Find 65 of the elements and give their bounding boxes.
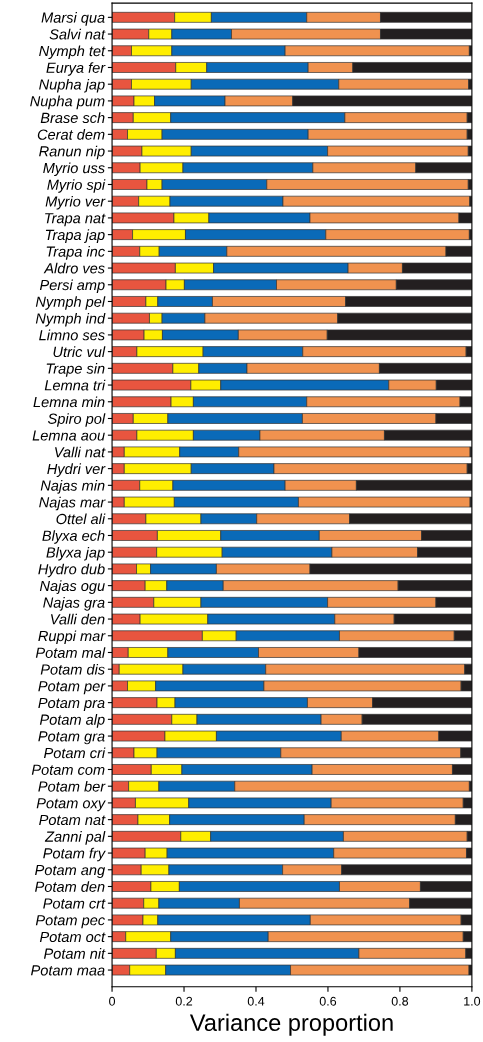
x-tick-label: 0: [109, 996, 116, 1006]
y-tick-label: Najas min: [40, 480, 105, 494]
y-tick-label: Potam pra: [38, 697, 105, 711]
y-tick-label: Brase sch: [40, 112, 105, 124]
y-tick-label: Potam den: [35, 881, 105, 892]
y-tick-label: Potam cri: [43, 747, 106, 759]
y-tick-label: Trapa jap: [45, 229, 105, 243]
y-tick-label: Hydro dub: [38, 563, 105, 578]
y-tick-label: Nupha jap: [39, 78, 105, 93]
y-tick-label: Lemna aou: [32, 430, 105, 441]
y-tick-label: Potam gra: [38, 731, 105, 745]
x-tick-label: 1.0: [464, 996, 481, 1006]
y-tick-label: Potam alp: [39, 714, 105, 728]
y-tick-label: Trape sin: [46, 363, 105, 377]
y-tick-label: Potam com: [31, 764, 105, 775]
x-tick-label: 0.4: [247, 996, 265, 1006]
y-tick-label: Myrio spi: [47, 179, 106, 193]
y-tick-label: Lemna min: [33, 396, 105, 408]
y-tick-label: Potam mal: [35, 647, 106, 658]
y-tick-label: Potam nat: [39, 814, 106, 826]
y-tick-label: Ranun nip: [39, 145, 105, 160]
y-tick-label: Eurya fer: [46, 62, 106, 76]
y-tick-label: Potam dis: [40, 663, 105, 675]
y-tick-label: Najas ogu: [39, 580, 105, 594]
y-tick-label: Marsi qua: [41, 12, 105, 26]
y-tick-label: Myrio ver: [45, 195, 106, 210]
y-tick-label: Zanni pal: [44, 831, 106, 845]
y-tick-label: Cerat dem: [37, 129, 105, 140]
x-tick-label: 0.8: [391, 996, 409, 1006]
y-tick-label: Potam nit: [43, 948, 106, 959]
y-tick-label: Trapa nat: [45, 213, 106, 227]
y-tick-label: Hydri ver: [47, 463, 106, 477]
y-tick-label: Ottel ali: [56, 513, 106, 525]
y-tick-label: Limno ses: [39, 329, 105, 341]
y-tick-label: Potam pec: [35, 915, 105, 929]
y-tick-label: Aldro ves: [43, 262, 105, 274]
y-tick-label: Ruppi mar: [38, 630, 106, 645]
y-tick-label: Blyxa ech: [42, 530, 105, 544]
y-tick-label: Myrio uss: [43, 162, 105, 177]
y-tick-label: Najas mar: [39, 496, 106, 511]
y-tick-label: Utric vul: [53, 346, 106, 358]
y-tick-label: Potam ang: [35, 865, 105, 879]
y-tick-label: Nymph ind: [35, 312, 106, 327]
y-tick-label: Blyxa jap: [46, 546, 105, 561]
y-tick-label: Salvi nat: [49, 28, 106, 40]
y-tick-label: Nymph tet: [39, 45, 106, 60]
y-tick-label: Nupha pum: [30, 95, 105, 110]
x-tick-label: 0.2: [175, 996, 193, 1006]
x-tick-label: 0.6: [319, 996, 337, 1006]
y-tick-label: Potam ber: [38, 780, 106, 792]
y-tick-label: Trapa inc: [46, 246, 105, 260]
y-tick-label: Potam crt: [43, 898, 106, 909]
y-tick-label: Lemna tri: [44, 379, 106, 391]
y-tick-label: Potam fry: [43, 847, 106, 862]
y-tick-label: Nymph pel: [35, 296, 106, 310]
y-tick-label: Potam per: [38, 681, 106, 695]
y-tick-label: Najas gra: [43, 597, 105, 611]
y-tick-label: Potam maa: [31, 965, 105, 976]
y-tick-label: Valli den: [50, 613, 105, 625]
y-tick-label: Valli nat: [55, 446, 106, 458]
x-axis-title: Variance proportion: [189, 1013, 393, 1036]
y-tick-label: Persi amp: [39, 279, 105, 294]
y-tick-label: Spiro pol: [47, 413, 106, 427]
y-tick-label: Potam oxy: [36, 798, 106, 812]
y-tick-label: Potam oct: [39, 931, 106, 943]
